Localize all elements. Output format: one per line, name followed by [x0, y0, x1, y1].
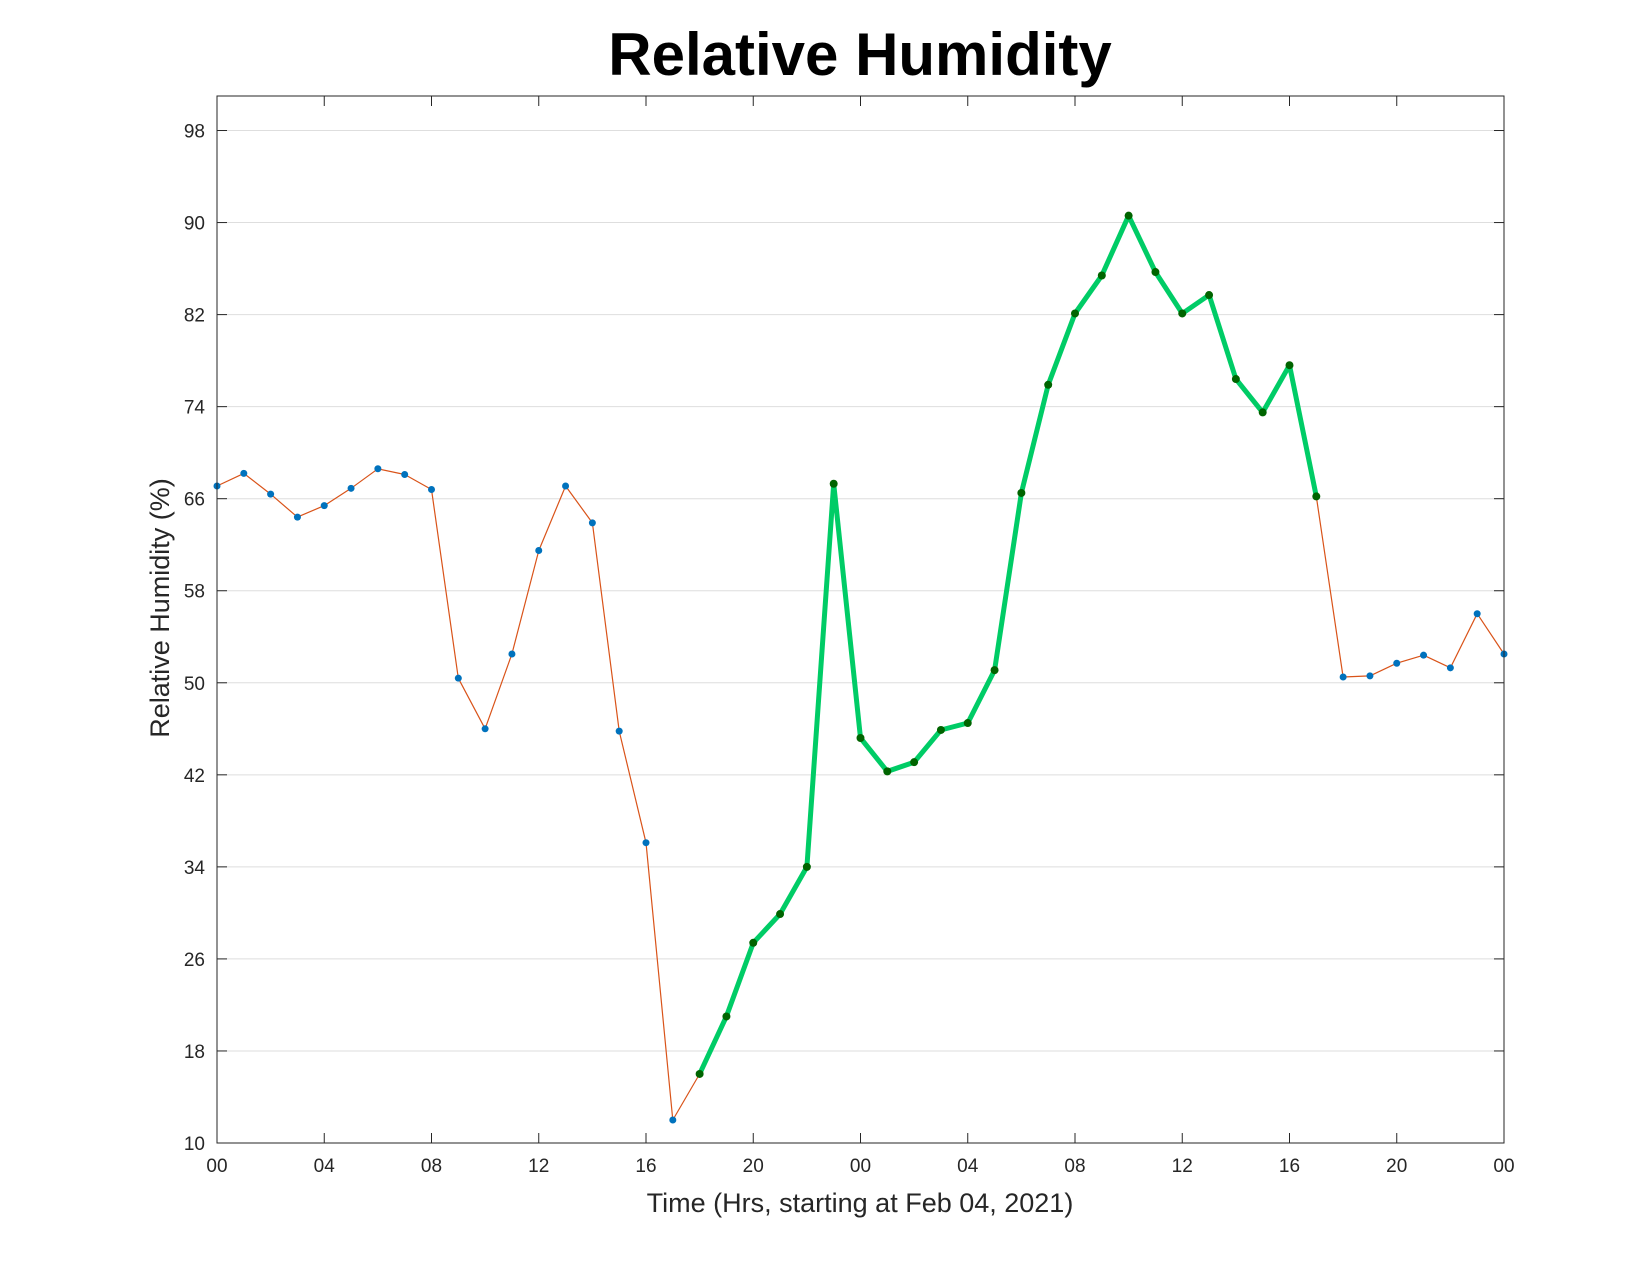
data-point	[481, 725, 489, 733]
highlight-data-point	[910, 758, 919, 767]
y-tick-label: 58	[184, 582, 205, 603]
y-tick-label: 74	[184, 398, 206, 419]
axes-frame	[216, 95, 1505, 1144]
data-point	[669, 1116, 677, 1124]
x-tick-label: 16	[1279, 1156, 1300, 1177]
highlight-data-point	[1285, 361, 1294, 370]
x-tick-label: 20	[1386, 1156, 1407, 1177]
series-line-base	[216, 215, 1505, 1121]
highlight-data-point	[1231, 375, 1240, 384]
highlight-data-point	[1017, 488, 1026, 497]
x-tick-label: 00	[1493, 1156, 1514, 1177]
y-tick-label: 18	[184, 1042, 205, 1063]
highlight-data-point	[1151, 268, 1160, 277]
series-line-highlight	[697, 213, 1319, 1077]
highlight-data-point	[722, 1012, 731, 1021]
data-point	[1366, 672, 1374, 680]
y-tick-label: 42	[184, 766, 205, 787]
x-tick-label: 08	[421, 1156, 442, 1177]
data-point	[1446, 664, 1454, 672]
data-point	[508, 650, 516, 658]
x-tick-label: 20	[743, 1156, 764, 1177]
data-point	[320, 502, 328, 510]
series-layer	[213, 211, 1508, 1124]
highlight-data-point	[802, 862, 811, 871]
y-tick-label: 34	[184, 858, 206, 879]
data-point	[428, 485, 435, 493]
data-point	[347, 484, 355, 492]
x-tick-label: 04	[957, 1156, 979, 1177]
data-point	[1473, 610, 1481, 618]
y-axis-label: Relative Humidity (%)	[145, 478, 175, 738]
y-tick-label: 90	[184, 214, 205, 235]
data-point	[588, 519, 596, 527]
tick-layer: 10 18 26 34 42 50 58 66 74 82 90 98 00 04 08 12 16 20 00 04…	[184, 96, 1515, 1177]
highlight-data-point	[936, 725, 945, 734]
highlight-data-point	[1044, 380, 1053, 389]
x-tick-label: 04	[314, 1156, 336, 1177]
highlight-data-point	[1124, 211, 1133, 220]
chart-title: Relative Humidity	[608, 21, 1112, 88]
x-axis-label: Time (Hrs, starting at Feb 04, 2021)	[647, 1188, 1074, 1218]
data-point	[562, 482, 570, 490]
highlight-data-point	[829, 479, 838, 488]
data-point	[535, 546, 543, 554]
highlight-data-point	[1205, 291, 1214, 300]
data-point	[1420, 651, 1428, 659]
data-point	[267, 490, 275, 498]
highlight-data-point	[883, 767, 892, 776]
y-tick-label: 98	[184, 122, 205, 143]
highlight-data-point	[856, 734, 865, 743]
data-point	[1393, 659, 1401, 667]
data-point	[1339, 673, 1347, 681]
y-tick-label: 10	[184, 1134, 205, 1155]
data-point	[642, 839, 650, 847]
y-tick-label: 26	[184, 950, 205, 971]
highlight-data-point	[749, 938, 758, 947]
grid-lines	[217, 130, 1504, 1144]
highlight-data-point	[1071, 309, 1079, 318]
highlight-data-point	[1312, 492, 1321, 501]
x-tick-label: 08	[1064, 1156, 1085, 1177]
y-tick-label: 50	[184, 674, 205, 695]
data-point	[293, 513, 301, 521]
highlight-data-point	[1178, 309, 1187, 318]
data-point	[615, 727, 623, 735]
y-tick-label: 82	[184, 306, 205, 327]
data-point	[374, 465, 382, 473]
x-tick-label: 12	[528, 1156, 549, 1177]
x-tick-label: 00	[850, 1156, 871, 1177]
highlight-data-point	[963, 719, 972, 728]
x-tick-label: 12	[1172, 1156, 1193, 1177]
data-point	[240, 469, 248, 477]
highlight-data-point	[695, 1069, 704, 1078]
data-point	[401, 471, 409, 479]
highlight-data-point	[990, 666, 999, 675]
data-point	[454, 674, 462, 682]
highlight-data-point	[776, 910, 785, 919]
y-tick-label: 66	[184, 490, 205, 511]
x-tick-label: 00	[206, 1156, 227, 1177]
highlight-data-point	[1258, 408, 1267, 417]
x-tick-label: 16	[635, 1156, 656, 1177]
highlight-data-point	[1097, 271, 1106, 280]
